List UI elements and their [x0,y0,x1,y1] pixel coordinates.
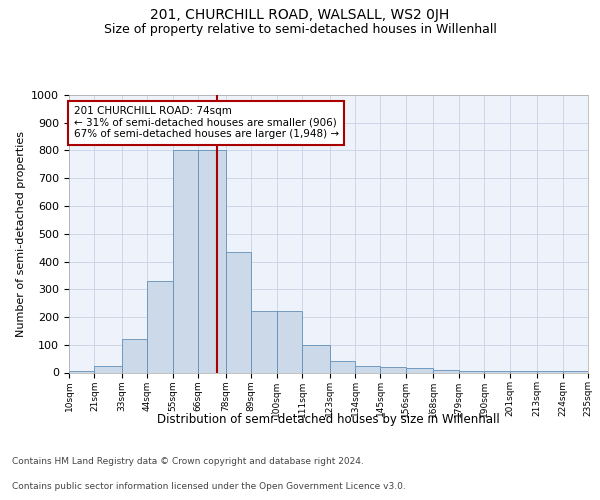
Text: Distribution of semi-detached houses by size in Willenhall: Distribution of semi-detached houses by … [157,412,500,426]
Bar [459,371,484,372]
Text: Contains HM Land Registry data © Crown copyright and database right 2024.: Contains HM Land Registry data © Crown c… [12,457,364,466]
Bar [302,345,329,372]
Text: Contains public sector information licensed under the Open Government Licence v3: Contains public sector information licen… [12,482,406,491]
Bar [173,150,198,372]
Bar [148,281,173,372]
Bar [406,368,433,372]
Bar [509,371,537,372]
Text: 201, CHURCHILL ROAD, WALSALL, WS2 0JH: 201, CHURCHILL ROAD, WALSALL, WS2 0JH [151,8,449,22]
Bar [69,371,94,372]
Bar [251,312,277,372]
Text: Size of property relative to semi-detached houses in Willenhall: Size of property relative to semi-detach… [104,22,496,36]
Bar [484,371,509,372]
Text: 201 CHURCHILL ROAD: 74sqm
← 31% of semi-detached houses are smaller (906)
67% of: 201 CHURCHILL ROAD: 74sqm ← 31% of semi-… [74,106,339,140]
Bar [122,339,148,372]
Y-axis label: Number of semi-detached properties: Number of semi-detached properties [16,130,26,337]
Bar [563,371,588,372]
Bar [277,312,302,372]
Bar [355,366,380,372]
Bar [226,252,251,372]
Bar [380,367,406,372]
Bar [198,150,226,372]
Bar [94,366,122,372]
Bar [329,360,355,372]
Bar [537,371,563,372]
Bar [433,370,459,372]
